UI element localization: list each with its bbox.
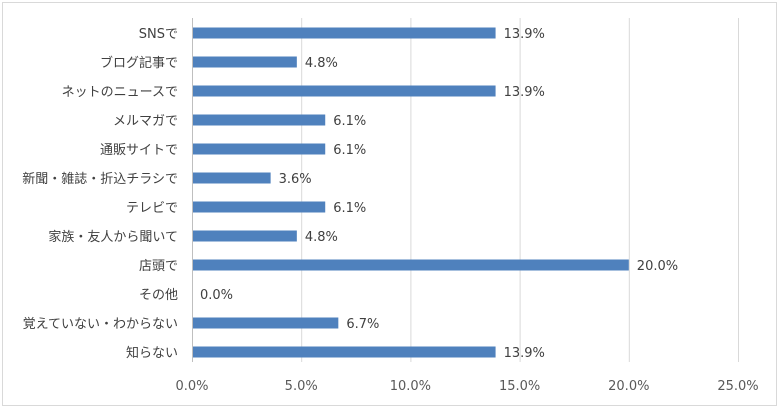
data-label: 6.1% <box>333 143 366 158</box>
bar <box>193 172 271 184</box>
bar <box>193 259 629 271</box>
bar <box>193 27 496 39</box>
bar <box>193 114 326 126</box>
bar <box>193 56 297 68</box>
bar <box>193 317 339 329</box>
category-label: その他 <box>139 288 178 303</box>
data-label: 6.1% <box>333 201 366 216</box>
bar <box>193 85 496 97</box>
category-label: 知らない <box>126 345 178 361</box>
category-label: SNSで <box>139 27 178 42</box>
bar <box>193 346 496 358</box>
category-label: ブログ記事で <box>100 55 178 71</box>
data-label: 3.6% <box>279 172 312 187</box>
x-tick-label: 20.0% <box>608 379 649 394</box>
data-label: 4.8% <box>305 230 338 245</box>
x-tick-label: 15.0% <box>499 379 540 394</box>
bar <box>193 201 326 213</box>
category-label: ネットのニュースで <box>62 85 178 100</box>
bar <box>193 143 326 155</box>
category-label: 覚えていない・わからない <box>23 317 178 332</box>
data-label: 6.1% <box>333 114 366 129</box>
x-tick-label: 10.0% <box>390 379 431 394</box>
data-label: 4.8% <box>305 56 338 71</box>
data-label: 20.0% <box>637 259 678 274</box>
x-tick-label: 25.0% <box>717 379 758 394</box>
category-label: 家族・友人から聞いて <box>48 229 178 245</box>
data-label: 0.0% <box>200 288 233 303</box>
chart-frame <box>2 2 777 406</box>
category-label: メルマガで <box>113 114 178 129</box>
x-tick-label: 0.0% <box>175 379 208 394</box>
data-label: 6.7% <box>346 317 379 332</box>
category-label: テレビで <box>126 201 178 216</box>
data-label: 13.9% <box>504 27 545 42</box>
x-tick-label: 5.0% <box>285 379 318 394</box>
data-label: 13.9% <box>504 85 545 100</box>
bar <box>193 230 297 242</box>
category-label: 新聞・雑誌・折込チラシで <box>22 171 178 187</box>
data-label: 13.9% <box>504 346 545 361</box>
category-label: 通販サイトで <box>100 143 178 158</box>
category-label: 店頭で <box>139 259 178 274</box>
